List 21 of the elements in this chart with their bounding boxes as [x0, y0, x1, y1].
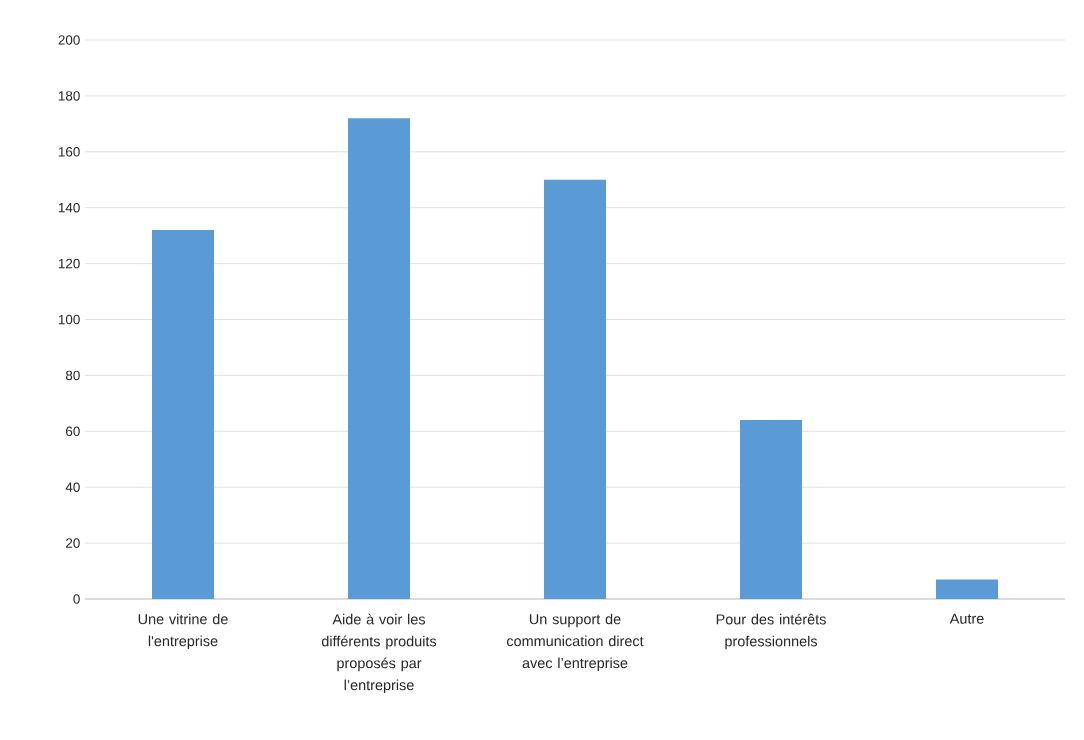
bar	[348, 118, 410, 599]
y-tick-label: 140	[58, 202, 80, 213]
y-tick-label: 200	[58, 35, 80, 45]
y-tick-label: 160	[58, 147, 80, 157]
y-tick-label: 180	[58, 91, 80, 101]
y-tick-label: 60	[66, 426, 80, 437]
x-tick-label: Un support de communication direct avec l’entreprise	[506, 613, 644, 671]
y-tick-label: 40	[65, 482, 80, 492]
bar	[936, 579, 999, 599]
x-tick-label: Aide à voir les différents produits proposés par l’entreprise	[321, 613, 437, 694]
x-tick-label: Une vitrine de l'entreprise	[138, 613, 228, 650]
bar	[152, 230, 214, 599]
x-tick-label: Autre	[949, 613, 984, 624]
bar	[740, 420, 803, 599]
y-tick-label: 80	[65, 370, 80, 381]
x-tick-label: Pour des intérêts professionnels	[716, 613, 826, 650]
y-tick-label: 0	[73, 594, 80, 604]
y-tick-label: 100	[58, 314, 80, 325]
y-tick-label: 20	[66, 538, 80, 548]
bar	[544, 179, 607, 599]
y-tick-label: 120	[58, 258, 80, 269]
